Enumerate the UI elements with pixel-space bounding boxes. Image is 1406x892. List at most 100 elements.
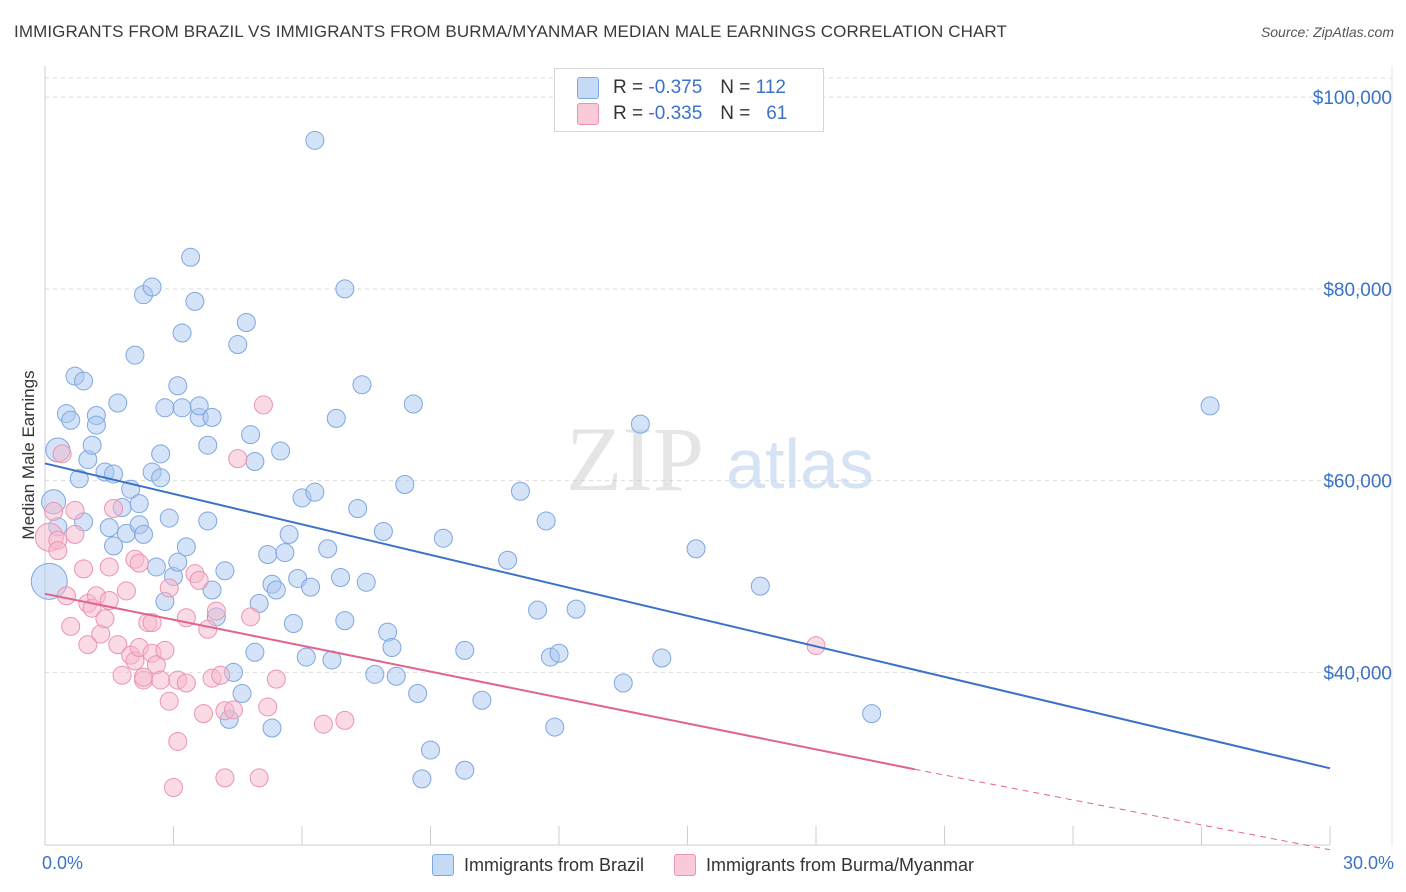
y-axis-label: Median Male Earnings (19, 370, 38, 539)
point-brazil (61, 410, 81, 430)
point-burma (52, 444, 72, 464)
point-burma (164, 777, 183, 797)
axes (44, 66, 1331, 846)
point-brazil (1200, 396, 1220, 416)
y-tick-label: $60,000 (1323, 472, 1392, 493)
y-tick-label: $100,000 (1313, 88, 1392, 109)
point-brazil (305, 130, 325, 150)
point-burma (159, 578, 179, 598)
point-burma (266, 669, 286, 689)
point-burma (176, 673, 196, 693)
point-brazil (99, 518, 119, 538)
legend-item-brazil[interactable]: Immigrants from Brazil (431, 852, 644, 878)
point-burma (198, 619, 218, 639)
point-burma (249, 768, 269, 788)
point-brazil (352, 375, 372, 395)
point-brazil (86, 415, 106, 435)
legend-swatch-brazil (431, 854, 454, 876)
point-brazil (545, 717, 565, 737)
point-burma (56, 586, 76, 606)
point-burma (74, 559, 94, 579)
point-brazil (455, 760, 475, 780)
point-brazil (189, 396, 209, 416)
r-label: R = (613, 77, 644, 98)
point-brazil (750, 576, 770, 596)
point-brazil (373, 521, 393, 541)
legend-item-burma[interactable]: Immigrants from Burma/Myanmar (673, 852, 974, 878)
point-burma (61, 616, 81, 636)
point-brazil (151, 468, 171, 488)
point-burma (108, 635, 128, 655)
point-brazil (536, 511, 556, 531)
n-label: N = (720, 103, 751, 124)
watermark-atlas: atlas (726, 425, 874, 503)
point-brazil (498, 550, 518, 570)
point-brazil (168, 552, 188, 572)
point-brazil (104, 536, 124, 556)
point-brazil (245, 452, 265, 471)
r-value: -0.375 (648, 77, 703, 98)
legend-swatch-burma (673, 854, 696, 876)
grid-lines (45, 66, 1393, 845)
r-label: R = (613, 103, 644, 124)
point-brazil (74, 371, 94, 391)
point-brazil (172, 323, 192, 343)
point-brazil (279, 524, 299, 544)
point-brazil (403, 394, 423, 414)
point-brazil (159, 508, 179, 528)
n-value: 61 (766, 103, 788, 124)
point-brazil (129, 494, 149, 514)
stats-legend-brazil: R = -0.375 N = 112 (577, 76, 786, 100)
legend-label-brazil: Immigrants from Brazil (463, 854, 644, 875)
x-tick-label: 30.0% (1343, 853, 1394, 873)
point-burma (189, 570, 209, 590)
point-burma (258, 697, 278, 717)
point-brazil (215, 561, 235, 581)
point-brazil (271, 441, 291, 461)
stats-legend-burma: R = -0.335 N = 61 (577, 102, 787, 126)
point-brazil (82, 435, 102, 455)
point-burma (112, 665, 132, 685)
point-brazil (421, 740, 440, 760)
point-brazil (181, 247, 201, 267)
point-burma (253, 395, 273, 415)
trend-line-burma (44, 592, 915, 771)
point-burma (48, 541, 68, 561)
n-label: N = (720, 77, 751, 98)
point-brazil (258, 544, 278, 564)
point-brazil (202, 407, 222, 427)
x-tick-label: 0.0% (42, 853, 83, 873)
point-brazil (125, 345, 145, 365)
point-brazil (433, 528, 453, 548)
point-burma (99, 557, 119, 577)
point-burma (313, 714, 333, 734)
point-burma (155, 640, 175, 660)
point-brazil (318, 539, 338, 559)
point-burma (65, 500, 85, 520)
point-brazil (108, 393, 128, 413)
point-brazil (356, 572, 376, 592)
point-burma (65, 524, 85, 544)
point-burma (95, 609, 115, 629)
point-burma (228, 449, 248, 469)
y-tick-label: $80,000 (1323, 280, 1392, 301)
point-brazil (326, 408, 346, 428)
point-burma (151, 670, 171, 690)
point-brazil (301, 577, 321, 597)
point-brazil (232, 684, 252, 704)
trend-line-burma-extrapolated (914, 768, 1331, 851)
point-brazil (202, 580, 222, 600)
point-brazil (168, 376, 188, 396)
point-brazil (382, 637, 402, 657)
point-brazil (30, 562, 68, 600)
point-brazil (146, 557, 166, 577)
point-brazil (245, 642, 265, 662)
n-value: 112 (755, 77, 786, 98)
point-brazil (198, 511, 218, 531)
point-brazil (69, 469, 89, 489)
point-brazil (335, 279, 355, 299)
point-brazil (455, 640, 475, 660)
point-burma (159, 691, 179, 711)
point-burma (335, 710, 355, 730)
